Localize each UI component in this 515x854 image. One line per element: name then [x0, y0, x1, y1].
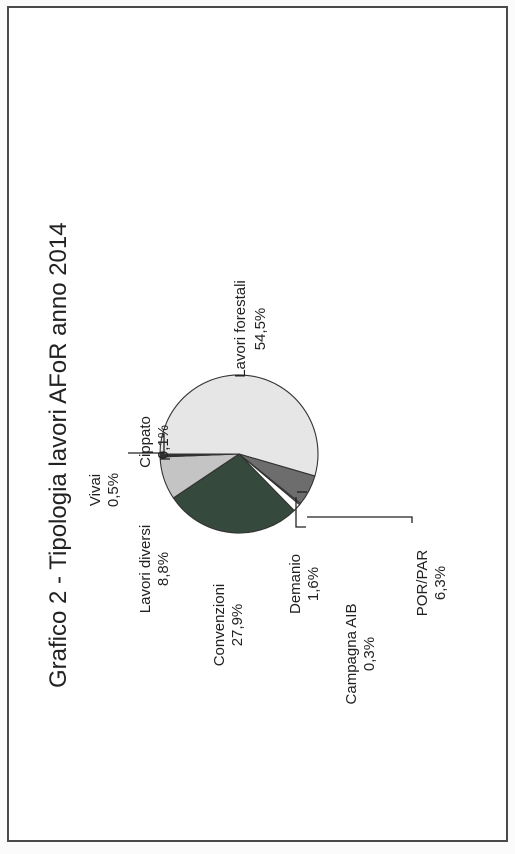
pie-slice-convenzioni — [172, 453, 295, 534]
chart-title: Grafico 2 - Tipologia lavori AFoR anno 2… — [45, 222, 72, 688]
pie-slices — [159, 374, 319, 534]
leader-line-por-par — [307, 516, 413, 523]
value-demanio: 1,6% — [305, 567, 322, 601]
label-lavori-forestali: Lavori forestali — [232, 280, 249, 378]
label-cippato: Cippato — [137, 416, 154, 468]
value-lavori-forestali: 54,5% — [252, 308, 269, 351]
leader-line-campagna-aib — [295, 497, 306, 528]
label-campagna-aib: Campagna AIB — [343, 604, 360, 705]
label-demanio: Demanio — [287, 554, 304, 614]
value-lavori-diversi: 8,8% — [155, 552, 172, 586]
label-lavori-diversi: Lavori diversi — [137, 525, 154, 613]
value-cippato: 0,1% — [155, 425, 172, 459]
pie-slice-lavori-forestali — [159, 374, 319, 477]
pie-slice-cippato — [159, 453, 240, 456]
value-campagna-aib: 0,3% — [361, 637, 378, 671]
value-vivai: 0,5% — [105, 473, 122, 507]
label-por-par: POR/PAR — [414, 550, 431, 617]
value-por-par: 6,3% — [432, 566, 449, 600]
label-vivai: Vivai — [87, 474, 104, 506]
label-convenzioni: Convenzioni — [211, 584, 228, 667]
leader-lines — [128, 433, 413, 528]
leader-line-vivai — [128, 433, 165, 454]
value-convenzioni: 27,9% — [229, 604, 246, 647]
